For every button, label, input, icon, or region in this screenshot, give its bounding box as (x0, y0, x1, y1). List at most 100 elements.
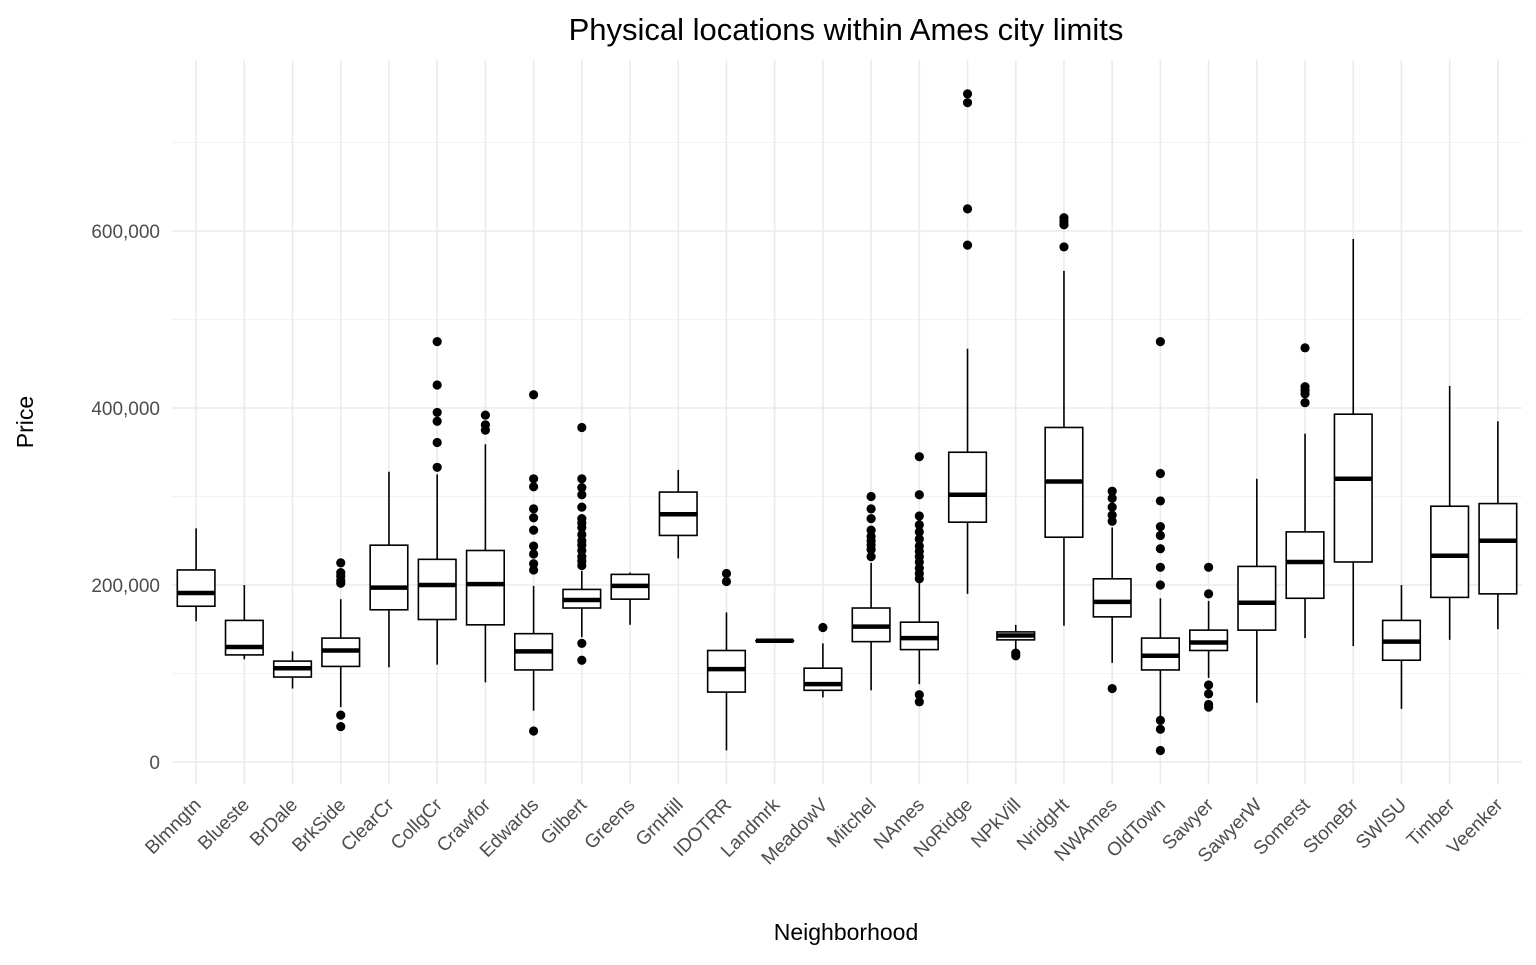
outlier-point (915, 690, 924, 699)
outlier-point (336, 558, 345, 567)
box-mitchel (852, 492, 890, 690)
outlier-point (529, 504, 538, 513)
outlier-point (577, 639, 586, 648)
outlier-point (529, 549, 538, 558)
outlier-point (529, 474, 538, 483)
box-body (226, 620, 264, 655)
x-axis-title: Neighborhood (774, 919, 919, 945)
x-tick-label: SWISU (1352, 795, 1411, 854)
outlier-point (1108, 487, 1117, 496)
outlier-point (433, 417, 442, 426)
box-sawyerw (1238, 479, 1276, 703)
box-body (949, 452, 987, 522)
outlier-point (577, 474, 586, 483)
box-collgcr (418, 337, 456, 665)
outlier-point (1059, 213, 1068, 222)
x-tick-label: ClearCr (337, 794, 399, 856)
outlier-point (1156, 716, 1165, 725)
box-clearcr (370, 472, 408, 668)
outlier-point (1156, 580, 1165, 589)
y-tick-label: 400,000 (91, 399, 160, 420)
outlier-point (1300, 343, 1309, 352)
outlier-point (1156, 469, 1165, 478)
outlier-point (1059, 242, 1068, 251)
outlier-point (529, 726, 538, 735)
y-tick-label: 200,000 (91, 576, 160, 597)
outlier-point (867, 526, 876, 535)
box-body (418, 559, 456, 619)
outlier-point (963, 241, 972, 250)
x-tick-label: Greens (581, 795, 640, 854)
outlier-point (529, 390, 538, 399)
box-body (1286, 532, 1324, 598)
outlier-point (1011, 649, 1020, 658)
x-tick-label: Mitchel (823, 795, 880, 852)
outlier-point (336, 722, 345, 731)
outlier-point (1204, 563, 1213, 572)
outlier-point (336, 568, 345, 577)
outlier-point (577, 656, 586, 665)
outlier-point (915, 511, 924, 520)
outlier-point (577, 423, 586, 432)
outlier-point (963, 204, 972, 213)
x-axis-tick-labels: BlmngtnBluesteBrDaleBrkSideClearCrCollgC… (142, 794, 1508, 869)
grid-lines (172, 60, 1522, 784)
outlier-point (529, 513, 538, 522)
outlier-point (867, 492, 876, 501)
x-tick-label: Blmngtn (142, 795, 206, 859)
box-greens (611, 573, 649, 625)
outlier-point (336, 710, 345, 719)
outlier-point (1156, 496, 1165, 505)
box-body (370, 545, 408, 610)
outlier-point (1156, 544, 1165, 553)
outlier-point (433, 438, 442, 447)
outlier-point (529, 482, 538, 491)
box-blmngtn (177, 528, 215, 621)
outlier-point (818, 623, 827, 632)
outlier-point (1156, 531, 1165, 540)
y-axis-title: Price (12, 396, 38, 448)
outlier-point (915, 490, 924, 499)
outlier-point (915, 452, 924, 461)
outlier-point (1204, 689, 1213, 698)
outlier-point (577, 503, 586, 512)
outlier-point (915, 520, 924, 529)
outlier-point (722, 577, 731, 586)
box-body (1093, 579, 1131, 617)
box-series (177, 89, 1516, 755)
outlier-point (481, 410, 490, 419)
x-tick-label: BrkSide (288, 795, 350, 857)
outlier-point (1156, 522, 1165, 531)
box-crawfor (467, 410, 505, 682)
outlier-point (433, 337, 442, 346)
outlier-point (529, 559, 538, 568)
outlier-point (577, 483, 586, 492)
box-body (467, 550, 505, 624)
outlier-point (867, 514, 876, 523)
outlier-point (529, 541, 538, 550)
box-body (177, 570, 215, 606)
outlier-point (722, 569, 731, 578)
box-body (1431, 506, 1469, 597)
chart-title: Physical locations within Ames city limi… (569, 12, 1124, 47)
outlier-point (1156, 746, 1165, 755)
box-swisu (1383, 585, 1421, 709)
outlier-point (1156, 337, 1165, 346)
x-tick-label: Blueste (194, 795, 254, 855)
y-tick-label: 600,000 (91, 222, 160, 243)
outlier-point (1156, 725, 1165, 734)
box-veenker (1479, 421, 1517, 629)
outlier-point (963, 89, 972, 98)
outlier-point (433, 463, 442, 472)
outlier-point (481, 420, 490, 429)
box-body (1334, 414, 1372, 562)
outlier-point (867, 504, 876, 513)
outlier-point (529, 526, 538, 535)
outlier-point (1108, 684, 1117, 693)
box-brdale (274, 651, 312, 688)
box-nwames (1093, 487, 1131, 694)
outlier-point (577, 514, 586, 523)
